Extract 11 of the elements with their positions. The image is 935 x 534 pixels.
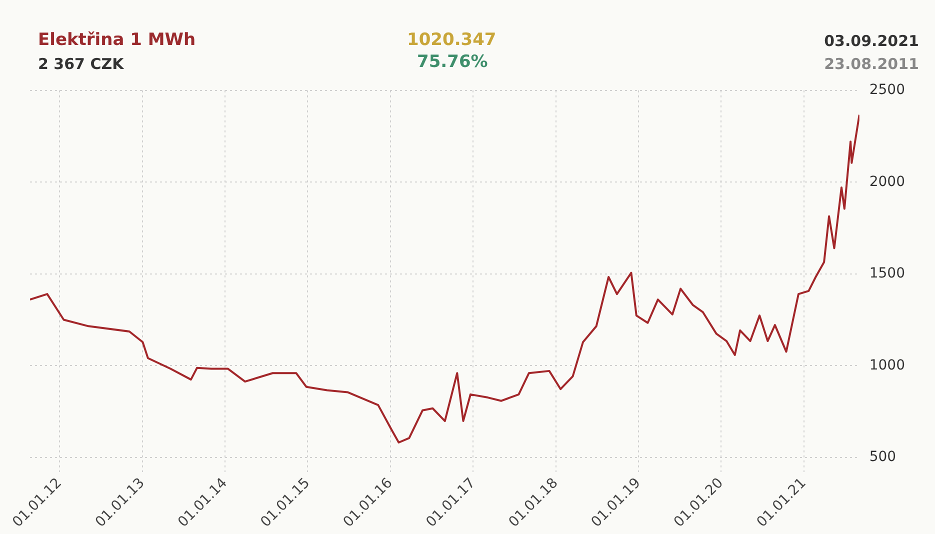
y-tick-label: 2500	[869, 82, 906, 98]
y-tick-label: 1500	[869, 266, 906, 282]
y-tick-label: 2000	[869, 174, 906, 190]
y-tick-label: 1000	[869, 357, 906, 374]
text: 75.76%	[417, 52, 488, 72]
text: 23.08.2011	[824, 55, 919, 73]
text: 1020.347	[407, 30, 496, 50]
text: 03.09.2021	[824, 32, 919, 50]
y-tick-label: 500	[869, 449, 896, 465]
chart-subtitle: 2 367 CZK	[38, 55, 124, 73]
chart-title: Elektřina 1 MWh	[38, 30, 196, 50]
